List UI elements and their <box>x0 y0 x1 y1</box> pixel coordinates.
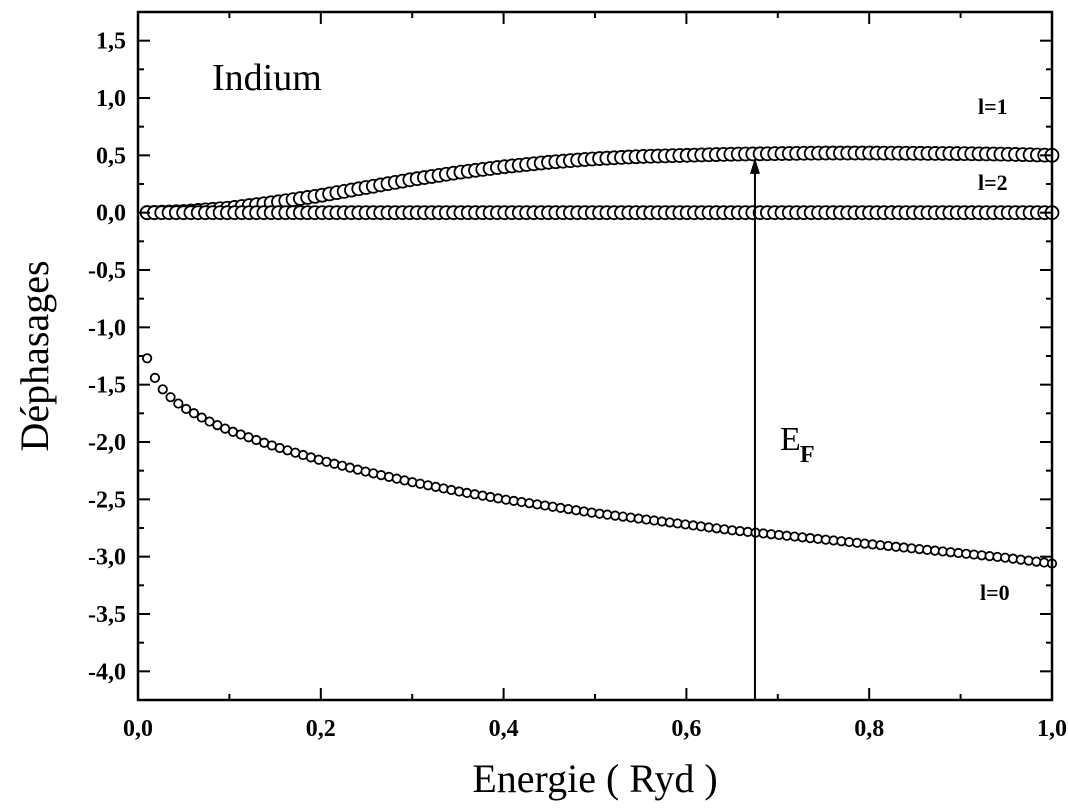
ticks-layer <box>137 11 1053 701</box>
x-tick-label: 0,0 <box>123 716 153 742</box>
series-l2 <box>139 205 1060 221</box>
data-point <box>181 403 192 415</box>
fermi-level-arrowhead <box>749 157 760 174</box>
y-tick-label: -3,5 <box>88 602 126 628</box>
y-tick-label: -4,0 <box>88 659 126 685</box>
series-label-l2: l=2 <box>978 170 1008 195</box>
data-point <box>149 372 161 383</box>
y-axis-title: Déphasages <box>12 260 57 451</box>
series-label-l0: l=0 <box>980 580 1010 605</box>
element-label: Indium <box>212 57 322 99</box>
series-l0 <box>142 353 1058 569</box>
y-tick-label: 1,0 <box>96 86 126 112</box>
data-point <box>188 408 200 419</box>
fermi-energy-subscript: F <box>800 442 815 468</box>
y-tick-label: 0,5 <box>96 143 126 169</box>
x-tick-label: 0,4 <box>489 716 519 742</box>
plot-frame <box>136 10 1054 702</box>
y-tick-label: -2,0 <box>88 430 126 456</box>
series-label-l1: l=1 <box>978 94 1008 119</box>
y-tick-label: -1,5 <box>88 373 126 399</box>
data-point <box>142 353 153 364</box>
data-point <box>157 384 168 395</box>
y-tick-label: 1,5 <box>96 29 126 55</box>
x-tick-label: 1,0 <box>1037 716 1067 742</box>
series-layer <box>139 145 1060 569</box>
y-tick-label: 0,0 <box>96 201 126 227</box>
x-tick-label: 0,6 <box>671 716 701 742</box>
x-axis-title: Energie ( Ryd ) <box>472 756 717 801</box>
fermi-energy-label: E <box>780 421 801 458</box>
data-point <box>173 398 184 409</box>
y-tick-label: -2,5 <box>88 487 126 513</box>
data-point <box>165 392 176 403</box>
labels-layer: 0,0 0,2 0,4 0,6 0,8 1,0 1,5 1,0 0,5 0,0 -0,5 -1,0 -1… <box>88 29 1067 742</box>
y-tick-label: -0,5 <box>88 258 126 284</box>
x-tick-label: 0,2 <box>306 716 336 742</box>
y-tick-label: -3,0 <box>88 545 126 571</box>
x-tick-label: 0,8 <box>854 716 884 742</box>
y-tick-label: -1,0 <box>88 315 126 341</box>
data-point <box>196 412 207 423</box>
